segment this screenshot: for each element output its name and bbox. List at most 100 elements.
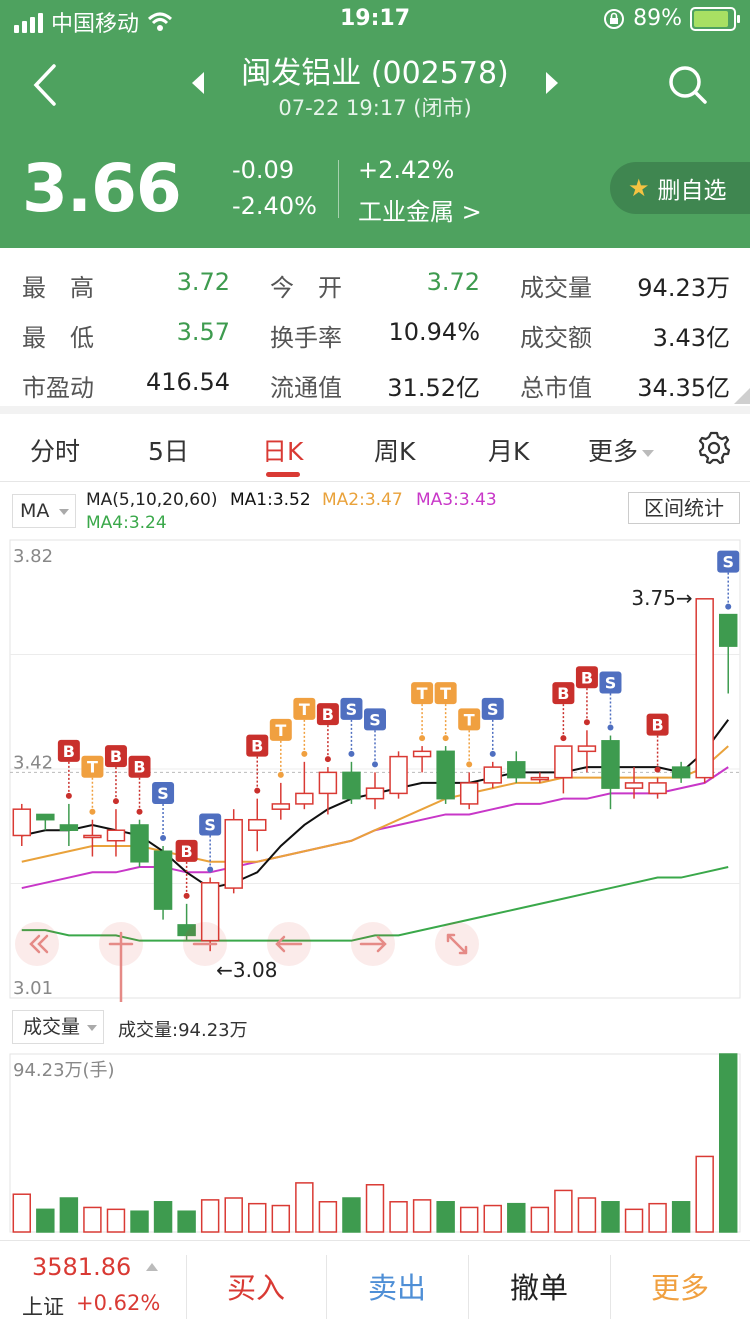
zoom-in-icon[interactable] [99, 922, 143, 1002]
cancel-order-button[interactable]: 撤单 [509, 1271, 568, 1305]
marker-tag-s [340, 697, 363, 720]
candle-body [459, 782, 479, 805]
candle-body [271, 803, 291, 810]
marker-label: T [87, 758, 98, 777]
marker-label: B [133, 758, 145, 777]
sector-link[interactable]: 工业金属 > [358, 198, 482, 226]
search-icon[interactable] [665, 62, 709, 106]
section-separator [0, 406, 750, 414]
status-time: 19:17 [339, 6, 411, 31]
stat-label: 流通值 [270, 374, 342, 402]
carrier-label: 中国移动 [51, 12, 140, 37]
candle-body [389, 755, 408, 795]
tab-weekly-k[interactable]: 周K [374, 437, 416, 466]
candle-body [601, 740, 620, 789]
ma2-legend: MA2:3.47 [322, 490, 403, 510]
tab-5day[interactable]: 5日 [148, 437, 189, 466]
volume-chart[interactable]: 94.23万(手)0 [0, 1050, 750, 1236]
y-axis-label: 3.82 [13, 546, 53, 567]
more-actions-button[interactable]: 更多 [650, 1271, 709, 1305]
marker-dot [583, 719, 590, 726]
marker-label: S [204, 816, 216, 835]
chevron-up-icon[interactable] [146, 1263, 158, 1271]
chevron-down-icon [87, 1025, 97, 1031]
action-divider [326, 1255, 327, 1319]
volume-bar [624, 1208, 644, 1233]
back-button[interactable] [28, 60, 68, 110]
chevron-down-icon [59, 509, 69, 515]
stats-row: 市盈动 416.54 流通值 31.52亿 总市值 34.35亿 [0, 356, 750, 406]
marker-dot [419, 735, 426, 742]
stat-value: 10.94% [388, 318, 480, 346]
stat-value: 94.23万 [637, 274, 730, 302]
fast-back-icon[interactable] [15, 922, 59, 966]
candle-body [153, 850, 173, 910]
marker-tag-b [316, 703, 339, 726]
candle-body [130, 824, 149, 863]
indicator-select[interactable]: MA [12, 494, 76, 528]
action-divider [468, 1255, 469, 1319]
marker-dot [607, 724, 614, 731]
stats-row: 最 高 3.72 今 开 3.72 成交量 94.23万 [0, 256, 750, 306]
candle-body [624, 782, 644, 789]
marker-label: T [464, 710, 475, 729]
stat-label: 换手率 [270, 324, 342, 352]
buy-button[interactable]: 买入 [226, 1271, 285, 1305]
marker-dot [466, 761, 473, 768]
stat-value: 31.52亿 [387, 374, 480, 402]
remove-watchlist-button[interactable]: ★ 删自选 [610, 162, 750, 214]
chevron-down-icon [642, 449, 655, 457]
index-value[interactable]: 3581.86 [32, 1253, 132, 1281]
prev-stock-arrow[interactable] [192, 72, 204, 94]
fullscreen-icon[interactable] [435, 922, 479, 966]
stock-subtitle: 07-22 19:17 (闭市) [278, 96, 472, 120]
gear-icon[interactable] [696, 430, 732, 466]
volume-indicator-select[interactable]: 成交量 [12, 1010, 104, 1044]
price-change-pct: -2.40% [232, 192, 317, 220]
high-annotation: 3.75→ [631, 586, 692, 610]
marker-tag-b [552, 682, 575, 705]
marker-label: T [275, 721, 286, 740]
marker-label: B [110, 747, 122, 766]
volume-bar [459, 1206, 479, 1233]
tab-monthly-k[interactable]: 月K [488, 437, 530, 466]
sell-button[interactable]: 卖出 [367, 1271, 426, 1305]
marker-label: S [722, 553, 734, 572]
candle-body [224, 818, 243, 889]
marker-tag-t [434, 682, 457, 705]
tab-more[interactable]: 更多 [588, 432, 655, 468]
y-axis-label: 3.42 [13, 752, 53, 773]
stat-label: 最 低 [22, 324, 94, 352]
marker-dot [324, 756, 331, 763]
marker-label: S [369, 710, 381, 729]
wifi-icon [148, 12, 173, 31]
tab-intraday[interactable]: 分时 [30, 437, 81, 466]
marker-tag-t [458, 708, 481, 731]
marker-label: B [181, 842, 193, 861]
range-stats-button[interactable]: 区间统计 [628, 492, 740, 524]
volume-bar [436, 1201, 455, 1233]
zoom-out-icon[interactable] [183, 922, 227, 966]
volume-bar [83, 1206, 102, 1233]
candle-body [412, 750, 432, 758]
volume-bar [671, 1201, 691, 1233]
action-divider [186, 1255, 187, 1319]
expand-corner-icon[interactable] [734, 388, 750, 404]
pan-left-icon[interactable] [267, 922, 311, 966]
sector-change: +2.42% [358, 156, 455, 184]
marker-tag-s [717, 550, 740, 573]
candle-body [507, 761, 526, 779]
pan-right-icon[interactable] [351, 922, 395, 966]
marker-tag-t [293, 697, 316, 720]
volume-bar [507, 1202, 526, 1233]
volume-bar [248, 1202, 267, 1233]
stat-value: 3.72 [176, 268, 230, 296]
tab-daily-k[interactable]: 日K [262, 437, 304, 466]
stat-value: 3.43亿 [652, 324, 730, 352]
candle-body [695, 598, 714, 779]
volume-bar [318, 1201, 338, 1233]
index-change: +0.62% [76, 1291, 161, 1315]
candle-body [365, 787, 385, 800]
next-stock-arrow[interactable] [546, 72, 558, 94]
